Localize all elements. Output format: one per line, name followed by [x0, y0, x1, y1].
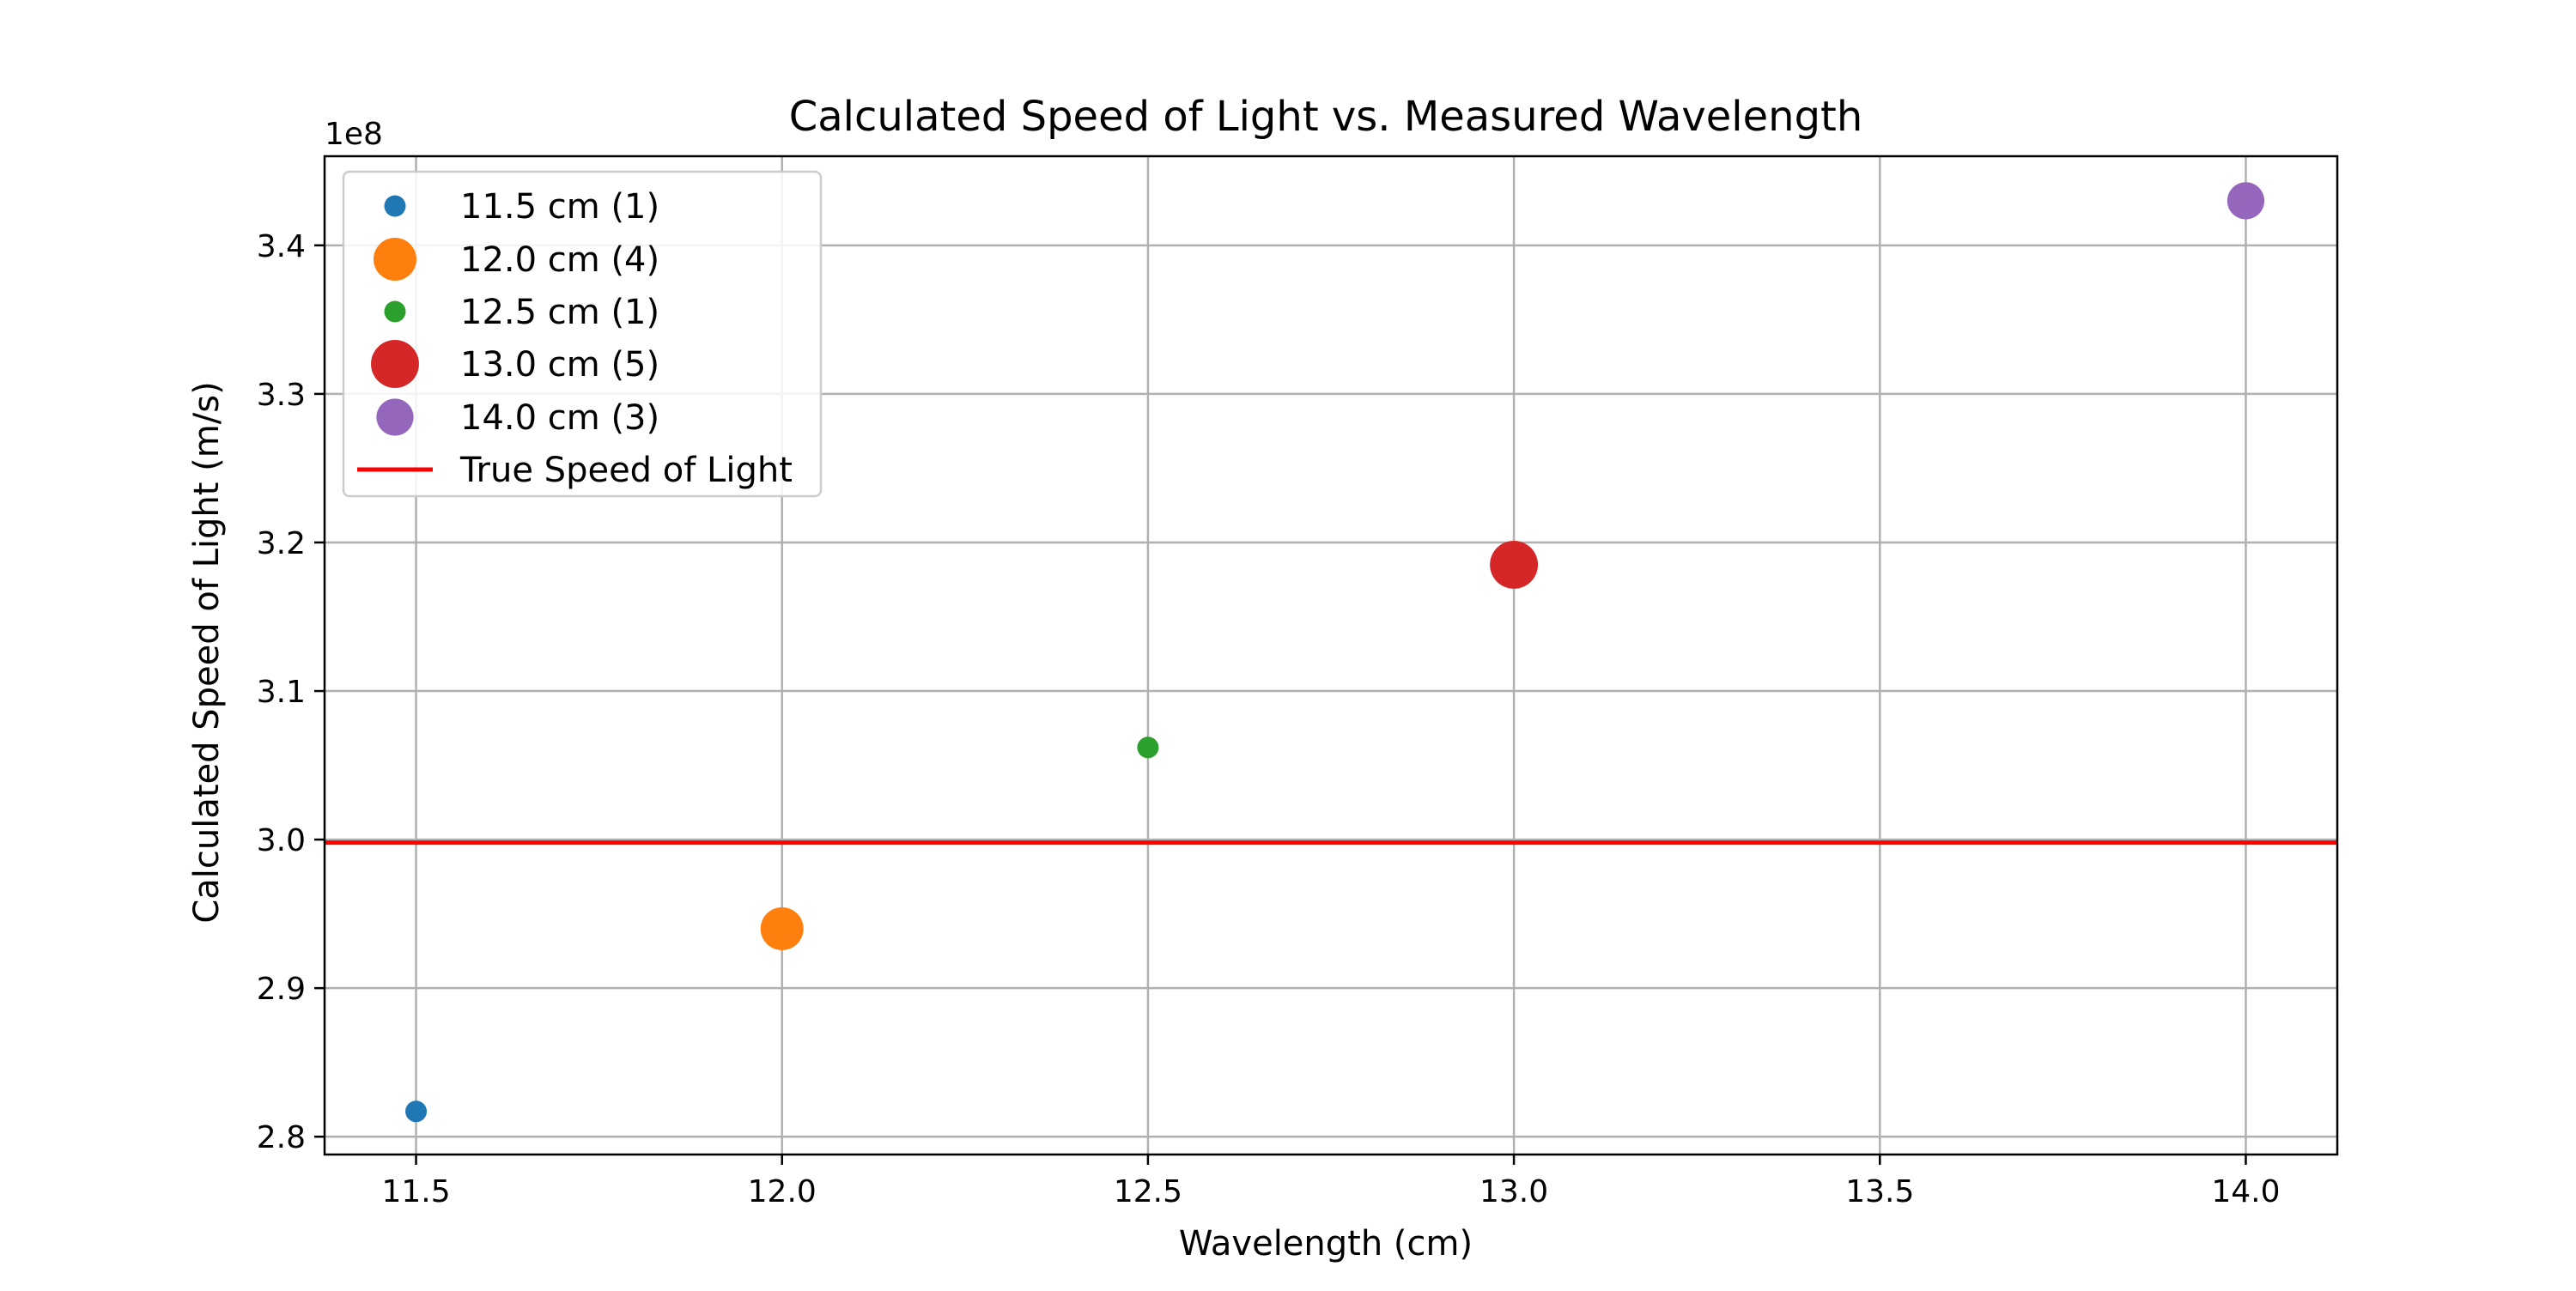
data-points	[405, 182, 2265, 1123]
legend-marker-4	[376, 398, 414, 436]
y-tick-label: 3.1	[257, 675, 306, 710]
x-tick-label: 11.5	[381, 1174, 450, 1209]
y-tick-label: 3.2	[257, 526, 306, 561]
legend-entries: 11.5 cm (1) 12.0 cm (4) 12.5 cm (1) 13.0 cm…	[357, 187, 793, 490]
chart-title: Calculated Speed of Light vs. Measured W…	[789, 93, 1863, 141]
y-axis-offset-label: 1e8	[325, 117, 383, 152]
x-tick-label: 12.5	[1114, 1174, 1182, 1209]
legend-marker-1	[374, 238, 416, 281]
legend-marker-2	[384, 300, 406, 323]
grid-lines	[325, 156, 2337, 1155]
y-tick-label: 3.0	[257, 823, 306, 858]
data-point-2	[1137, 736, 1159, 759]
legend-marker-3	[371, 340, 419, 388]
y-tick-label: 2.9	[257, 972, 306, 1007]
legend-label-reference-line: True Speed of Light	[459, 451, 793, 490]
y-axis-label: Calculated Speed of Light (m/s)	[187, 381, 227, 923]
data-point-4	[2227, 182, 2265, 220]
legend-frame	[342, 170, 823, 498]
data-point-0	[405, 1100, 428, 1123]
x-tick-label: 13.0	[1479, 1174, 1548, 1209]
legend-marker-0	[384, 195, 406, 217]
legend: 11.5 cm (1) 12.0 cm (4) 12.5 cm (1) 13.0 cm…	[342, 170, 823, 498]
y-tick-label: 2.8	[257, 1120, 306, 1155]
y-tick-label: 3.3	[257, 378, 306, 413]
legend-label-2: 12.5 cm (1)	[460, 293, 659, 332]
x-axis-label: Wavelength (cm)	[1179, 1224, 1473, 1264]
y-axis-ticks: 2.8 2.9 3.0 3.1 3.2 3.3 3.4	[257, 229, 325, 1155]
x-tick-label: 12.0	[748, 1174, 817, 1209]
legend-label-3: 13.0 cm (5)	[460, 345, 659, 385]
legend-label-4: 14.0 cm (3)	[460, 398, 659, 438]
x-tick-label: 14.0	[2211, 1174, 2280, 1209]
x-tick-label: 13.5	[1845, 1174, 1914, 1209]
legend-label-0: 11.5 cm (1)	[460, 187, 659, 227]
y-tick-label: 3.4	[257, 229, 306, 264]
x-axis-ticks: 11.5 12.0 12.5 13.0 13.5 14.0	[381, 1155, 2281, 1209]
data-point-1	[760, 906, 804, 950]
legend-label-1: 12.0 cm (4)	[460, 240, 659, 280]
data-point-3	[1490, 540, 1539, 589]
plot-area-frame	[323, 155, 2339, 1156]
